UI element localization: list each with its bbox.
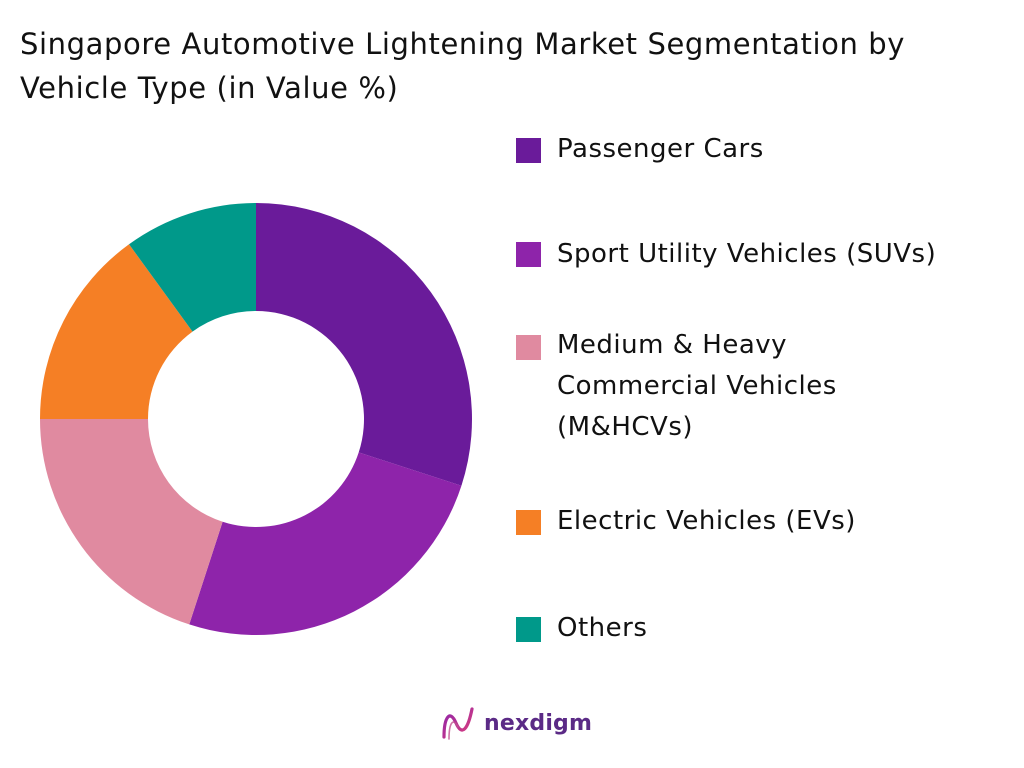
donut-slice-others [129,203,256,332]
brand-name: nexdigm [484,710,593,736]
legend-label-suvs: Sport Utility Vehicles (SUVs) [557,239,937,269]
legend-swatch-mhcvs [516,335,541,360]
donut-slice-passenger-cars [256,203,473,486]
chart-legend: Passenger Cars Sport Utility Vehicles (S… [516,0,1016,768]
nexdigm-logo-icon [442,707,474,740]
legend-swatch-suvs [516,242,541,267]
legend-label-others: Others [557,613,648,643]
legend-swatch-others [516,617,541,642]
legend-swatch-passenger-cars [516,138,541,163]
donut-slice-electric-vehicles-evs [40,244,193,419]
donut-slice-sport-utility-vehicles-suvs [189,452,462,636]
donut-slice-medium-heavy-commercial-vehicles-m-hcvs [40,419,223,625]
legend-label-passenger-cars: Passenger Cars [557,134,764,164]
chart-title: Singapore Automotive Lightening Market S… [20,27,906,105]
legend-swatch-evs [516,510,541,535]
brand-footer: nexdigm [440,703,592,743]
legend-label-evs: Electric Vehicles (EVs) [557,506,856,536]
legend-label-mhcvs: Medium & Heavy Commercial Vehicles (M&HC… [557,330,837,442]
